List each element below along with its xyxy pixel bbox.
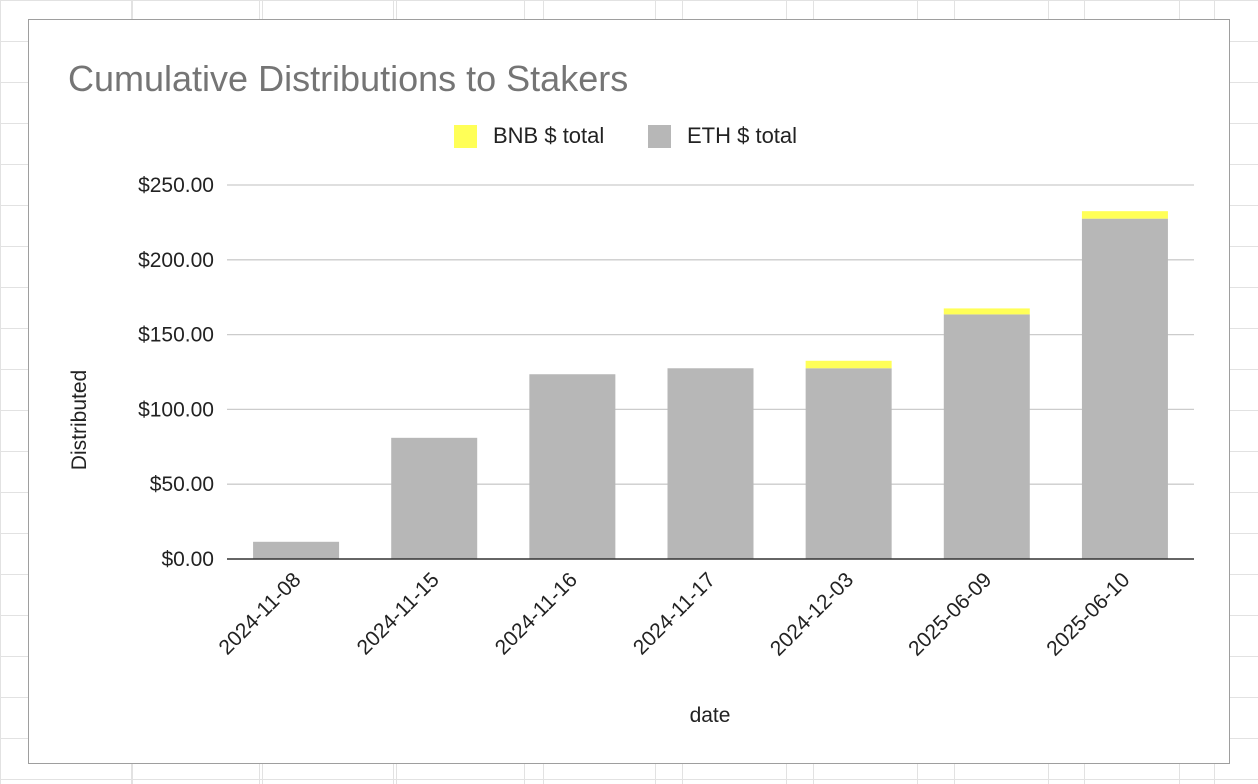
chart-legend[interactable]: BNB $ total ETH $ total	[454, 123, 797, 148]
chart-svg: Cumulative Distributions to Stakers BNB …	[68, 58, 1194, 727]
x-tick-label: 2024-11-15	[353, 568, 444, 659]
legend-swatch-eth	[648, 125, 671, 148]
legend-swatch-bnb	[454, 125, 477, 148]
chart-title: Cumulative Distributions to Stakers	[68, 58, 628, 99]
bar-bnb-2024-12-03[interactable]	[805, 360, 892, 369]
bar-eth-2024-11-17[interactable]	[667, 368, 754, 559]
y-tick-label: $0.00	[161, 548, 214, 571]
y-tick-label: $100.00	[138, 398, 214, 421]
y-tick-label: $250.00	[138, 174, 214, 197]
y-axis-label: Distributed	[68, 370, 91, 470]
x-tick-label: 2025-06-09	[904, 568, 996, 660]
bar-eth-2024-12-03[interactable]	[805, 368, 892, 559]
bars	[253, 211, 1168, 559]
bar-eth-2024-11-15[interactable]	[391, 437, 478, 559]
y-tick-label: $200.00	[138, 249, 214, 272]
chart-container[interactable]: Cumulative Distributions to Stakers BNB …	[28, 19, 1230, 764]
y-tick-label: $50.00	[150, 473, 214, 496]
bar-eth-2025-06-09[interactable]	[943, 314, 1030, 559]
bar-eth-2025-06-10[interactable]	[1081, 218, 1168, 559]
x-tick-label: 2024-11-16	[491, 568, 582, 659]
legend-label-bnb: BNB $ total	[493, 123, 604, 148]
x-tick-label: 2024-12-03	[766, 568, 858, 660]
bar-bnb-2025-06-10[interactable]	[1081, 211, 1168, 219]
x-tick-label: 2024-11-08	[214, 568, 305, 659]
y-axis-tick-labels: $0.00 $50.00 $100.00 $150.00 $200.00 $250.00	[138, 174, 214, 571]
y-tick-label: $150.00	[138, 324, 214, 347]
bar-bnb-2025-06-09[interactable]	[943, 308, 1030, 315]
x-tick-label: 2024-11-17	[629, 568, 720, 659]
x-axis-label: date	[690, 704, 731, 727]
bar-eth-2024-11-08[interactable]	[253, 541, 340, 559]
x-axis-tick-labels: 2024-11-08 2024-11-15 2024-11-16 2024-11-17…	[214, 568, 1134, 660]
legend-label-eth: ETH $ total	[687, 123, 797, 148]
x-tick-label: 2025-06-10	[1042, 568, 1134, 660]
bar-eth-2024-11-16[interactable]	[529, 374, 616, 559]
